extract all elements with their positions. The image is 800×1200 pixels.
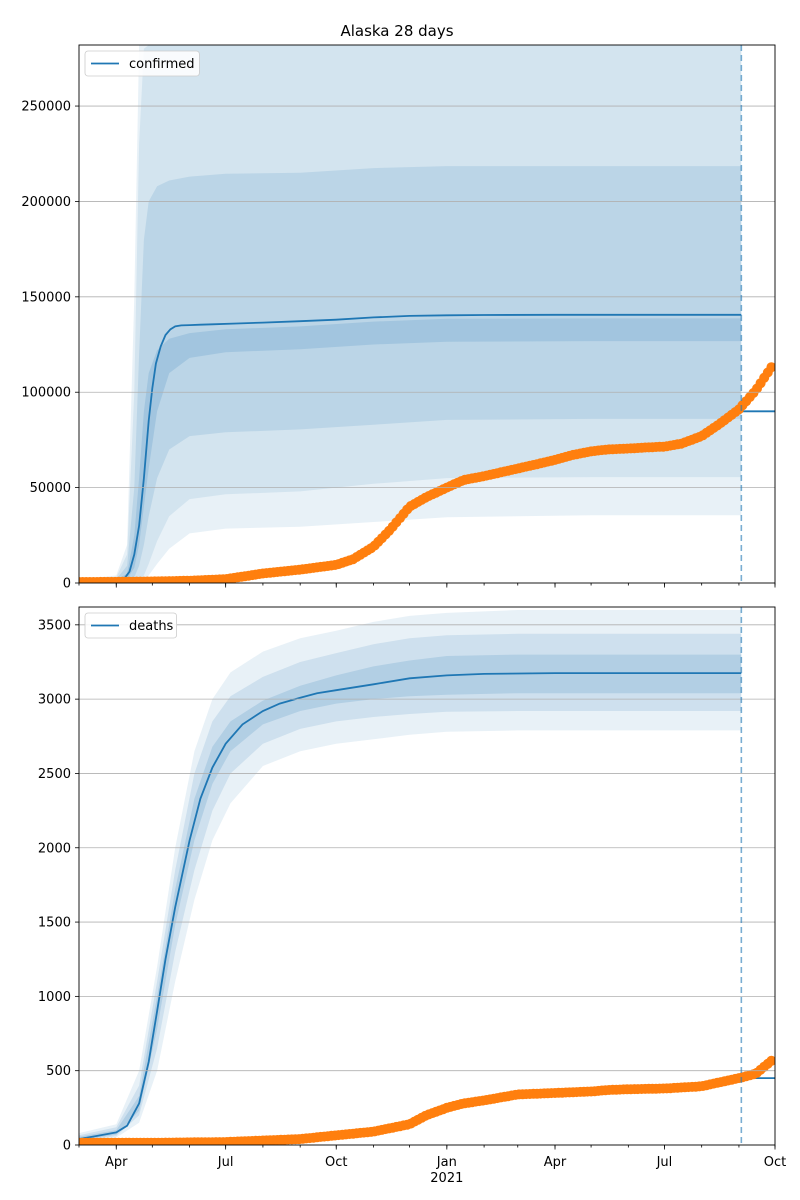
band-mid-outer (79, 45, 742, 583)
legend-label: confirmed (129, 57, 195, 72)
y-tick-label: 500 (46, 1064, 71, 1079)
y-tick-label: 0 (63, 577, 71, 592)
band-outer (79, 610, 742, 1142)
band-mid-inner (79, 166, 742, 583)
chart-title: Alaska 28 days (340, 22, 453, 40)
x-tick-label: Oct (325, 1155, 347, 1170)
x-axis: Apr Jul Oct Jan Apr Jul Oct 2021 (105, 1155, 786, 1186)
median-line (79, 672, 742, 1140)
x-year-label: 2021 (430, 1171, 463, 1186)
y-tick-label: 3000 (38, 693, 71, 708)
observed-point (766, 1055, 775, 1066)
y-tick-label: 50000 (30, 481, 71, 496)
x-tick-label: Oct (764, 1155, 786, 1170)
y-tick-label: 100000 (21, 386, 71, 401)
legend: confirmed (84, 50, 200, 77)
y-tick-label: 200000 (21, 195, 71, 210)
band-mid (79, 633, 742, 1142)
y-tick-label: 250000 (21, 100, 71, 115)
plot-area (79, 610, 775, 1145)
legend-box (84, 50, 200, 77)
y-tick-label: 1000 (38, 990, 71, 1005)
axes-frame (78, 606, 776, 1146)
observed-points (79, 362, 775, 583)
legend-label: deaths (129, 619, 174, 634)
plot-area (79, 45, 775, 583)
x-tick-label: Jan (436, 1155, 457, 1170)
legend-box (84, 612, 177, 639)
observed-points (79, 1055, 775, 1145)
y-tick-label: 150000 (21, 290, 71, 305)
confirmed-panel: 0 50000 100000 150000 200000 250000 confirmed (21, 44, 776, 592)
x-tick-label: Jul (217, 1155, 234, 1170)
x-tick-label: Apr (105, 1155, 128, 1170)
axes-frame (78, 44, 776, 584)
x-tick-label: Jul (656, 1155, 673, 1170)
legend: deaths (84, 612, 177, 639)
band-outer (79, 45, 742, 583)
observed-point (766, 362, 775, 373)
y-tick-label: 1500 (38, 916, 71, 931)
y-tick-label: 2000 (38, 841, 71, 856)
median-line (79, 313, 742, 583)
x-tick-label: Apr (544, 1155, 567, 1170)
y-tick-label: 2500 (38, 767, 71, 782)
y-tick-label: 3500 (38, 618, 71, 633)
deaths-panel: 0 500 1000 1500 2000 2500 3000 3500 deaths (38, 606, 776, 1154)
y-tick-label: 0 (63, 1139, 71, 1154)
